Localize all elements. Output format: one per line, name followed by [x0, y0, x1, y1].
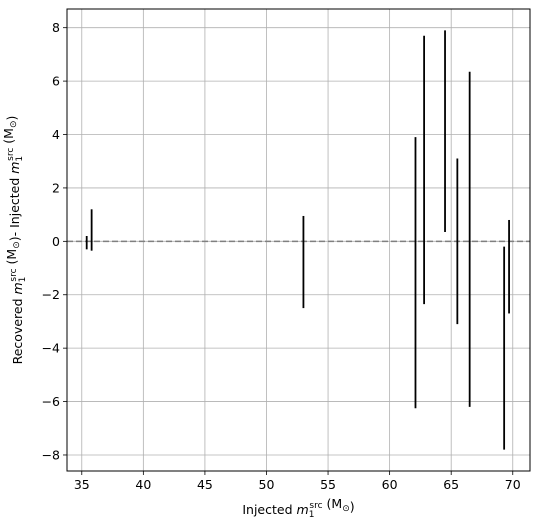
- math-m: m: [7, 162, 22, 174]
- subscript: 1: [15, 156, 25, 162]
- x-tick-label: 50: [259, 477, 275, 492]
- label-text: ): [350, 499, 355, 514]
- x-axis-label: Injected m1src (M⊙): [242, 496, 354, 520]
- x-tick-label: 55: [320, 477, 336, 492]
- y-tick-label: 8: [52, 20, 60, 35]
- plot-frame: [66, 8, 531, 472]
- math-m: m: [10, 282, 25, 294]
- y-tick-label: 0: [52, 234, 60, 249]
- x-tick-label: 70: [505, 477, 521, 492]
- superscript: src: [309, 501, 322, 511]
- y-tick-label: −6: [42, 394, 60, 409]
- subscript: ⊙: [9, 120, 19, 128]
- y-axis-label: Recovered m1src (M⊙)- Injected m1src (M⊙…: [1, 116, 28, 365]
- subscript: 1: [309, 510, 315, 520]
- y-ticks: −8 −6 −4 −2 0 2 4 6 8: [42, 20, 67, 462]
- x-tick-label: 60: [382, 477, 398, 492]
- subscript: ⊙: [12, 241, 22, 249]
- error-bars: [85, 30, 510, 450]
- x-tick-label: 35: [74, 477, 90, 492]
- label-text: (M: [1, 128, 16, 148]
- label-text: (M: [323, 496, 343, 511]
- superscript: src: [9, 268, 19, 281]
- math-m: m: [297, 502, 309, 517]
- label-text: )- Injected: [7, 174, 22, 242]
- superscript: src: [6, 148, 16, 161]
- label-text: (M: [4, 249, 19, 269]
- y-tick-label: 6: [52, 74, 60, 89]
- subscript: ⊙: [342, 504, 350, 514]
- label-text: Injected: [242, 502, 296, 517]
- x-tick-label: 40: [135, 477, 151, 492]
- label-text: ): [4, 116, 19, 121]
- x-tick-label: 45: [197, 477, 213, 492]
- y-tick-label: 4: [52, 127, 60, 142]
- subscript: 1: [18, 277, 28, 283]
- x-tick-label: 65: [443, 477, 459, 492]
- x-ticks: 35 40 45 50 55 60 65 70: [74, 471, 521, 492]
- y-tick-label: −2: [42, 287, 60, 302]
- y-tick-label: −4: [42, 341, 60, 356]
- label-text: Recovered: [10, 295, 25, 365]
- y-tick-label: −8: [42, 447, 60, 462]
- y-tick-label: 2: [52, 180, 60, 195]
- grid-lines: [67, 9, 530, 471]
